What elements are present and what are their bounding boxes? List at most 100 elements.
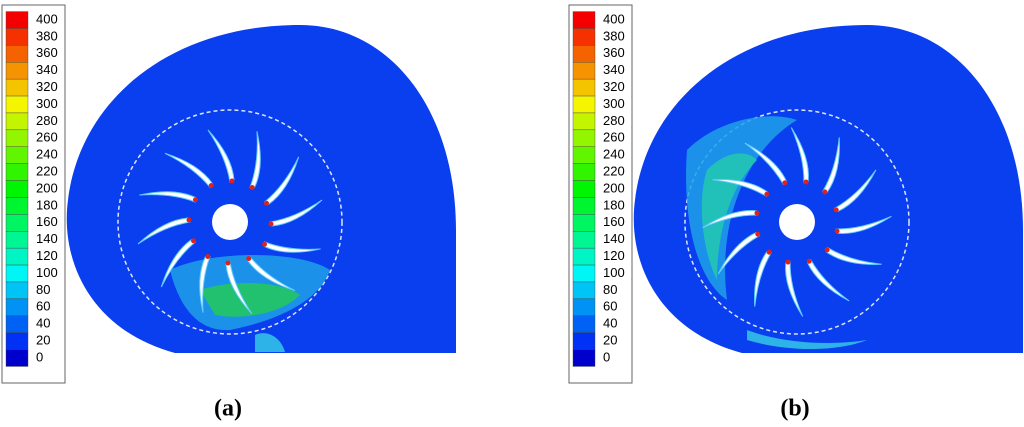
blade (246, 255, 296, 292)
blade (160, 238, 197, 288)
colorbar-swatch (5, 247, 29, 266)
blade-tip (806, 258, 812, 264)
blade-tip (205, 254, 211, 260)
blade-body (160, 238, 197, 288)
colorbar-tick-label: 200 (36, 180, 58, 195)
blade (164, 152, 214, 189)
colorbar-tick-label: 120 (36, 248, 58, 263)
blade (139, 191, 198, 203)
blade-body (790, 127, 809, 184)
blade (821, 137, 840, 195)
colorbar-tick-label: 180 (36, 197, 58, 212)
blade-body (246, 255, 296, 292)
colorbar-swatch (5, 62, 29, 80)
blade-tip (822, 189, 828, 195)
colorbar-tick-label: 0 (603, 349, 610, 364)
blade-tip (225, 260, 231, 266)
blade-body (826, 246, 882, 265)
colorbar-swatch (572, 332, 596, 350)
colorbar-tick-label: 100 (603, 265, 625, 280)
blade-tip (782, 180, 788, 186)
colorbar-swatch (5, 146, 29, 164)
colorbar-tick-label: 260 (603, 130, 625, 145)
colorbar-tick-label: 220 (36, 164, 58, 179)
colorbar-tick-label: 0 (36, 349, 43, 364)
blade (754, 249, 773, 307)
colorbar-swatch (572, 180, 596, 198)
blade-tip (262, 241, 268, 247)
colorbar-tick-label: 360 (36, 45, 58, 60)
colorbar-tick-label: 200 (603, 180, 625, 195)
colorbar-swatch (572, 129, 596, 147)
blade-body (263, 156, 300, 206)
blade-tip (249, 184, 255, 190)
colorbar-tick-label: 20 (603, 333, 617, 348)
colorbar-swatch (572, 231, 596, 249)
colorbar-swatch (572, 247, 596, 266)
colorbar-swatch (572, 214, 596, 232)
blade (249, 131, 261, 190)
colorbar-swatch (5, 349, 29, 367)
colorbar-tick-label: 220 (603, 164, 625, 179)
colorbar-tick-label: 340 (36, 62, 58, 77)
blade-body (137, 217, 191, 245)
blade-body (744, 142, 787, 186)
blade (702, 210, 760, 229)
colorbar-swatch (572, 45, 596, 63)
blade (717, 231, 761, 275)
colorbar-swatch (572, 298, 596, 316)
colorbar-tick-label: 400 (36, 11, 58, 26)
blade-tip (754, 210, 760, 216)
blade-tip (246, 256, 252, 262)
blade (824, 246, 882, 265)
colorbar-tick-label: 280 (603, 113, 625, 128)
colorbar-swatch (5, 231, 29, 249)
colorbar-swatch (5, 180, 29, 198)
colorbar-tick-label: 380 (36, 28, 58, 43)
blade (790, 127, 809, 185)
blade-body (263, 241, 321, 253)
blade-tip (764, 191, 770, 197)
colorbar-swatch (572, 197, 596, 215)
blade (785, 259, 804, 317)
colorbar-tick-label: 120 (603, 248, 625, 263)
colorbar-swatch (572, 112, 596, 131)
flow-region (200, 283, 300, 317)
blade-body (835, 215, 892, 234)
blade-body (821, 137, 840, 193)
flow-region (747, 330, 867, 349)
colorbar-tick-label: 60 (603, 299, 617, 314)
colorbar-swatch (572, 62, 596, 80)
colorbar-tick-label: 340 (603, 62, 625, 77)
colorbar-tick-label: 60 (36, 299, 50, 314)
colorbar-swatch (572, 281, 596, 300)
blade (268, 199, 323, 227)
flow-region (701, 153, 757, 280)
colorbar-tick-label: 240 (603, 147, 625, 162)
colorbar-tick-label: 300 (36, 96, 58, 111)
colorbar-tick-label: 240 (36, 147, 58, 162)
colorbar-swatch (572, 349, 596, 367)
blade-body (754, 251, 773, 307)
colorbar-tick-label: 360 (603, 45, 625, 60)
colorbar-swatch (5, 28, 29, 46)
blade-tip (190, 238, 196, 244)
blade-body (269, 199, 323, 227)
blade (199, 254, 211, 313)
colorbar-swatch (5, 11, 29, 29)
colorbar-swatch (572, 315, 596, 333)
blade (137, 217, 192, 245)
colorbar-tick-label: 380 (603, 28, 625, 43)
colorbar-tick-label: 400 (603, 11, 625, 26)
blade (225, 260, 253, 315)
panel-label: (a) (214, 396, 242, 422)
blade-tip (755, 231, 761, 237)
blade (833, 169, 877, 213)
colorbar-tick-label: 80 (36, 282, 50, 297)
colorbar-swatch (5, 78, 29, 97)
impeller-ring (117, 109, 343, 335)
blade-tip (192, 197, 198, 203)
colorbar-swatch (572, 95, 596, 114)
colorbar-swatch (5, 112, 29, 131)
